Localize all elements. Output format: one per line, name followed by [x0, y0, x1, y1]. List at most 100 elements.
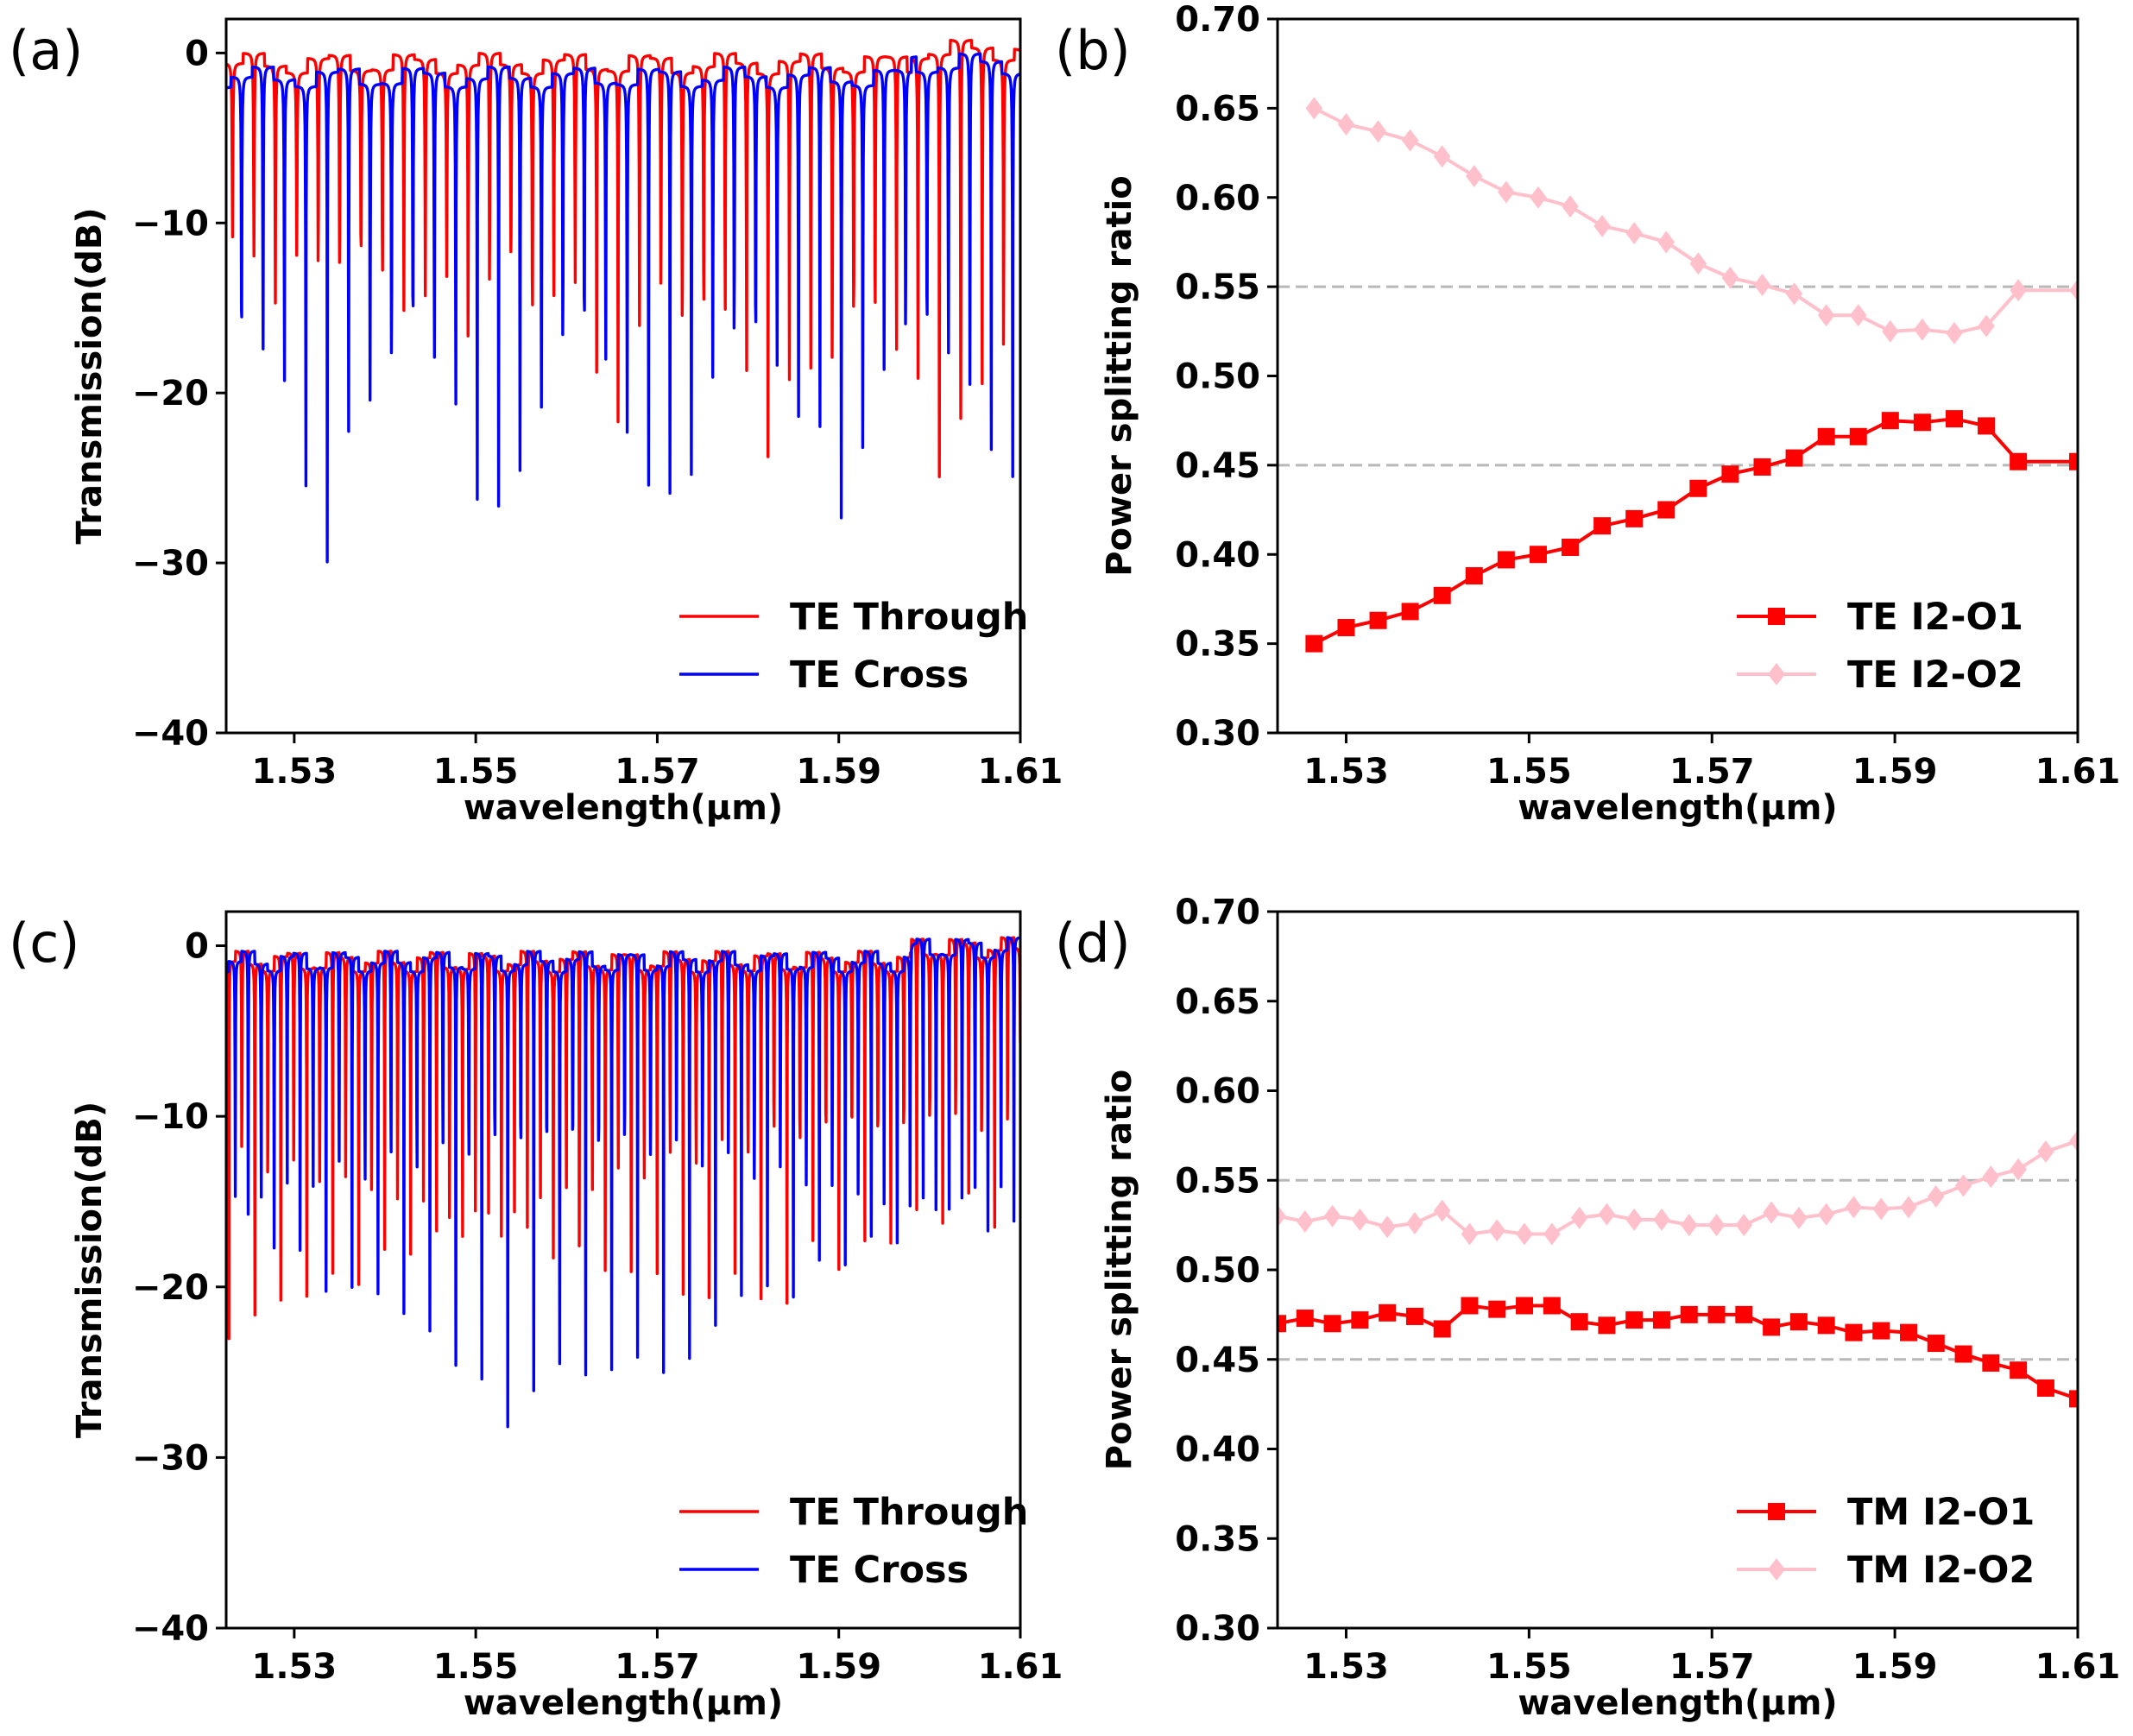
- data-point-tm-i2-o2-11: [1570, 1206, 1588, 1229]
- panel-a-plot-area: [226, 38, 1020, 564]
- x-tick-label: 1.61: [978, 752, 1063, 792]
- data-point-te-i2-o2-17: [1849, 304, 1867, 327]
- x-tick-label: 1.59: [796, 1647, 881, 1687]
- y-axis-label: Power splitting ratio: [1100, 1070, 1139, 1470]
- legend-marker-tm-i2-o1: [1768, 1503, 1785, 1520]
- data-point-tm-i2-o1-6: [1433, 1320, 1451, 1338]
- data-point-tm-i2-o2-1: [1297, 1209, 1314, 1233]
- data-point-te-i2-o2-9: [1593, 214, 1611, 237]
- data-point-tm-i2-o2-7: [1461, 1222, 1479, 1246]
- data-point-tm-i2-o2-20: [1817, 1203, 1835, 1226]
- y-tick-label: −20: [132, 374, 209, 413]
- x-axis-label: wavelength(μm): [1518, 1683, 1837, 1723]
- data-point-tm-i2-o1-10: [1543, 1297, 1561, 1315]
- data-point-tm-i2-o1-21: [1845, 1323, 1863, 1341]
- data-point-tm-i2-o2-15: [1680, 1214, 1698, 1237]
- data-point-te-i2-o1-5: [1465, 567, 1483, 585]
- y-tick-label: 0.30: [1175, 1609, 1260, 1649]
- data-point-te-i2-o1-1: [1337, 619, 1355, 637]
- series-line-te-through: [226, 38, 1020, 478]
- y-tick-label: −10: [132, 1097, 209, 1137]
- y-tick-label: 0.70: [1175, 0, 1260, 40]
- data-point-tm-i2-o1-5: [1405, 1307, 1423, 1325]
- data-point-te-i2-o1-22: [2010, 452, 2028, 470]
- panel-c-axes-frame: [224, 910, 1022, 1630]
- y-tick-label: −10: [132, 204, 209, 243]
- x-axis-label: wavelength(μm): [464, 788, 783, 828]
- data-point-tm-i2-o1-22: [1872, 1322, 1890, 1340]
- data-point-tm-i2-o2-25: [1954, 1174, 1972, 1197]
- data-point-te-i2-o2-16: [1817, 304, 1835, 327]
- y-tick-label: 0.40: [1175, 535, 1260, 575]
- data-point-te-i2-o1-14: [1753, 458, 1771, 476]
- data-point-te-i2-o1-4: [1433, 586, 1451, 604]
- data-point-tm-i2-o1-27: [2010, 1361, 2028, 1379]
- data-point-te-i2-o1-11: [1657, 501, 1675, 519]
- data-point-tm-i2-o1-0: [1278, 1315, 1286, 1333]
- data-point-te-i2-o2-22: [2010, 279, 2027, 302]
- y-axis-label: Transmission(dB): [70, 207, 110, 544]
- data-point-te-i2-o2-5: [1466, 164, 1483, 187]
- y-tick-label: 0.65: [1175, 89, 1260, 129]
- legend-label-te-cross: TE Cross: [790, 1549, 969, 1592]
- x-tick-label: 1.57: [1669, 752, 1755, 792]
- y-tick-label: 0: [185, 927, 209, 967]
- data-point-tm-i2-o2-13: [1625, 1208, 1643, 1231]
- data-point-te-i2-o1-23: [2069, 452, 2078, 470]
- y-axis-label: Transmission(dB): [70, 1102, 110, 1438]
- data-point-te-i2-o1-17: [1849, 427, 1867, 445]
- legend-label-tm-i2-o1: TM I2-O1: [1847, 1491, 2035, 1534]
- panel-a: 1.53 1.55 1.57 1.59 1.61 −40 −30 −20 −10 0 wavelen…: [9, 17, 1063, 828]
- data-point-tm-i2-o1-14: [1652, 1311, 1670, 1329]
- data-point-tm-i2-o1-20: [1817, 1316, 1835, 1335]
- data-point-te-i2-o1-3: [1401, 603, 1419, 621]
- data-point-tm-i2-o2-14: [1653, 1208, 1670, 1231]
- panel-c: 1.53 1.55 1.57 1.59 1.61 −40 −30 −20 −10 0 wavelen…: [9, 910, 1063, 1723]
- data-point-tm-i2-o2-10: [1543, 1222, 1561, 1246]
- panel-b-plot-area: [1278, 97, 2078, 653]
- data-point-te-i2-o2-13: [1721, 266, 1739, 289]
- y-tick-label: 0.35: [1175, 1519, 1260, 1559]
- data-point-tm-i2-o1-1: [1296, 1310, 1314, 1328]
- data-point-tm-i2-o2-27: [2010, 1158, 2027, 1181]
- panel-d-plot-area: [1278, 1129, 2078, 1408]
- data-point-te-i2-o2-21: [1978, 314, 1995, 338]
- y-tick-label: 0.45: [1175, 446, 1260, 486]
- data-point-te-i2-o2-1: [1337, 112, 1355, 136]
- panel-label: (b): [1055, 19, 1131, 82]
- x-tick-label: 1.57: [1669, 1647, 1755, 1687]
- legend: TE Through TE Cross: [679, 596, 1028, 697]
- data-point-tm-i2-o2-28: [2037, 1140, 2054, 1164]
- data-point-tm-i2-o2-12: [1598, 1203, 1616, 1226]
- data-point-tm-i2-o1-8: [1488, 1300, 1506, 1318]
- data-point-tm-i2-o2-23: [1900, 1196, 1917, 1219]
- data-point-te-i2-o1-12: [1689, 479, 1707, 497]
- x-tick-label: 1.53: [252, 1647, 338, 1687]
- legend-label-te-i2-o1: TE I2-O1: [1847, 596, 2023, 639]
- legend-marker-tm-i2-o2: [1768, 1558, 1785, 1581]
- data-point-tm-i2-o1-28: [2036, 1379, 2054, 1397]
- data-point-te-i2-o2-0: [1305, 97, 1323, 120]
- legend: TE I2-O1 TE I2-O2: [1737, 596, 2023, 697]
- panel-b: 1.53 1.55 1.57 1.59 1.61 0.30 0.35 0.40 0.45 0.50…: [1055, 0, 2120, 828]
- y-tick-label: 0.30: [1175, 714, 1260, 754]
- data-point-tm-i2-o1-15: [1680, 1305, 1698, 1323]
- y-tick-label: 0.70: [1175, 893, 1260, 932]
- series-line-te-cross: [226, 936, 1020, 1429]
- x-axis-label: wavelength(μm): [464, 1683, 783, 1723]
- y-tick-label: −40: [132, 1609, 209, 1649]
- legend-label-te-cross: TE Cross: [790, 653, 969, 697]
- data-point-te-i2-o2-6: [1498, 180, 1515, 204]
- data-point-te-i2-o1-16: [1817, 427, 1835, 445]
- data-point-tm-i2-o2-17: [1735, 1214, 1753, 1237]
- x-tick-label: 1.59: [1852, 1647, 1938, 1687]
- data-point-te-i2-o1-2: [1369, 611, 1387, 629]
- data-point-tm-i2-o2-0: [1278, 1204, 1286, 1228]
- x-tick-label: 1.59: [796, 752, 881, 792]
- data-point-te-i2-o1-8: [1562, 538, 1580, 556]
- data-point-te-i2-o1-6: [1497, 551, 1515, 569]
- x-tick-label: 1.55: [1486, 752, 1572, 792]
- legend-marker-te-i2-o2: [1768, 663, 1785, 685]
- y-axis-label: Power splitting ratio: [1100, 175, 1139, 576]
